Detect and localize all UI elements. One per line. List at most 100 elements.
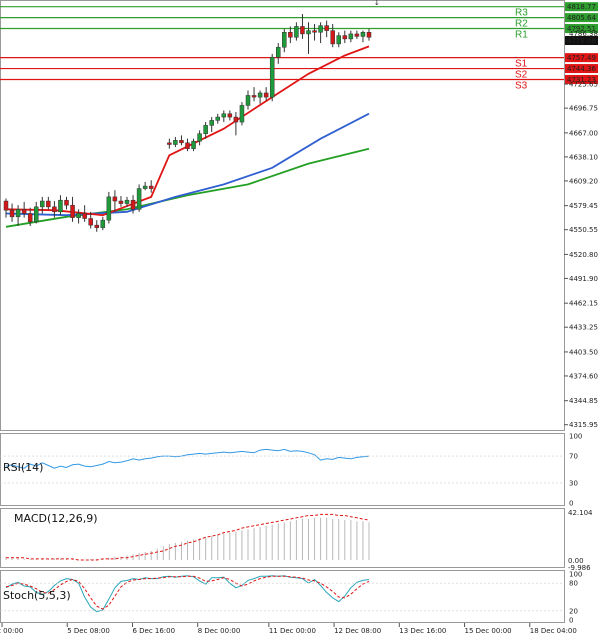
candle-down xyxy=(366,32,372,38)
time-axis: 4 Dec 00:00 5 Dec 08:00 6 Dec 16:00 8 Dec 0… xyxy=(0,623,577,635)
stoch-tick-label: 20 xyxy=(569,607,578,615)
rsi-line xyxy=(5,448,370,469)
candle-up xyxy=(215,116,220,121)
candle-up xyxy=(336,35,341,45)
candle-down xyxy=(3,200,9,211)
level-price-box xyxy=(565,13,598,23)
time-tick-label: 15 Dec 00:00 xyxy=(465,627,512,635)
candle-up xyxy=(124,199,130,204)
candle-down xyxy=(330,30,335,45)
time-tick-label: 5 Dec 08:00 xyxy=(67,627,110,635)
price-tick-label: 4315.95 xyxy=(569,421,598,429)
macd-panel-frame xyxy=(0,508,565,568)
candle-up xyxy=(106,196,112,221)
rsi-series xyxy=(5,448,370,469)
candle-down xyxy=(88,218,93,226)
time-tick-label: 6 Dec 16:00 xyxy=(132,627,175,635)
candle-down xyxy=(300,26,305,35)
candle-down xyxy=(27,213,33,223)
price-tick-label: 4491.90 xyxy=(569,275,598,283)
time-tick-label: 12 Dec 08:00 xyxy=(334,627,381,635)
stoch-tick-label: 80 xyxy=(569,580,578,588)
macd-signal-line xyxy=(6,513,370,561)
macd-label: MACD(12,26,9) xyxy=(14,512,98,525)
level-name-r2: R2 xyxy=(515,19,528,30)
candle-down xyxy=(21,209,27,214)
current-price-label: 4778.08 xyxy=(567,37,596,45)
price-tick-label: 4462.15 xyxy=(569,300,598,308)
candle-down xyxy=(70,204,75,218)
candle-up xyxy=(269,56,275,98)
pivot-levels: R3 4818.77 R2 4805.64 R1 4792.51 S1 4757.49 S2 47… xyxy=(0,2,598,91)
macd-series xyxy=(5,513,370,561)
price-tick-label: 4638.10 xyxy=(569,153,598,161)
candle-down xyxy=(94,224,99,228)
candlesticks xyxy=(3,13,372,232)
candle-up xyxy=(257,92,263,98)
stoch-d-line xyxy=(5,575,370,610)
price-tick-label: 4696.75 xyxy=(569,105,598,113)
level-price-label: 4805.64 xyxy=(567,14,596,22)
price-axis: 4315.95 4344.85 4374.60 4403.50 4433.25 4462.… xyxy=(564,30,598,429)
candle-down xyxy=(112,196,118,202)
price-panel-frame xyxy=(0,0,565,431)
price-tick-label: 4433.25 xyxy=(569,324,598,332)
candle-up xyxy=(318,25,323,33)
level-name-s2: S2 xyxy=(515,70,528,81)
candle-up xyxy=(203,125,208,134)
candle-down xyxy=(251,95,257,98)
candle-down xyxy=(52,206,57,213)
level-price-box xyxy=(565,64,598,74)
candle-down xyxy=(118,200,124,204)
price-panel: R3 4818.77 R2 4805.64 R1 4792.51 S1 4757.49 S2 47… xyxy=(0,0,598,431)
candle-up xyxy=(58,199,63,213)
level-name-s1: S1 xyxy=(515,59,528,70)
level-price-box xyxy=(565,24,598,34)
stoch-tick-label: 0 xyxy=(569,617,573,625)
candle-up xyxy=(348,33,354,40)
candle-up xyxy=(136,188,142,210)
price-tick-label: 4550.55 xyxy=(569,226,598,234)
level-price-label: 4731.23 xyxy=(567,76,596,84)
level-name-r3: R3 xyxy=(515,8,528,19)
rsi-axis: 100 70 30 0 xyxy=(0,433,582,508)
current-price-box xyxy=(565,36,598,46)
rsi-tick-label: 70 xyxy=(569,453,578,461)
candle-down xyxy=(354,33,360,37)
candle-down xyxy=(167,142,172,145)
candle-up xyxy=(34,206,39,223)
rsi-panel: 100 70 30 0 RSI(14) xyxy=(0,433,582,508)
candle-down xyxy=(263,92,269,98)
level-price-box xyxy=(565,53,598,63)
price-tick-label: 4344.85 xyxy=(569,397,598,405)
candle-up xyxy=(360,32,366,37)
ma-green-line xyxy=(5,147,370,228)
stoch-tick-label: 100 xyxy=(569,571,582,579)
level-price-label: 4792.51 xyxy=(567,25,596,33)
time-tick-label: 11 Dec 00:00 xyxy=(269,627,316,635)
rsi-tick-label: 30 xyxy=(569,479,578,487)
candle-up xyxy=(197,133,202,142)
price-tick-label: 4374.60 xyxy=(569,372,598,380)
price-tick-label: 4579.45 xyxy=(569,202,598,210)
candle-down xyxy=(233,116,239,123)
candle-up xyxy=(239,105,245,123)
macd-extra-label: -9.986 xyxy=(568,564,591,572)
candle-up xyxy=(282,32,287,48)
time-tick-label: 18 Dec 04:00 xyxy=(530,627,577,635)
level-price-label: 4818.77 xyxy=(567,3,596,11)
price-tick-label: 4403.50 xyxy=(569,348,598,356)
candle-up xyxy=(142,185,148,189)
candle-up xyxy=(221,113,227,118)
price-tick-label: 4725.65 xyxy=(569,81,598,89)
candle-down xyxy=(64,199,69,206)
time-tick-label: 8 Dec 00:00 xyxy=(198,627,241,635)
macd-zero-label: 0.00 xyxy=(568,557,584,565)
candle-up xyxy=(173,140,178,145)
price-tick-label: 4667.00 xyxy=(569,129,598,137)
time-tick-label: 13 Dec 16:00 xyxy=(399,627,446,635)
candle-down xyxy=(185,142,190,149)
